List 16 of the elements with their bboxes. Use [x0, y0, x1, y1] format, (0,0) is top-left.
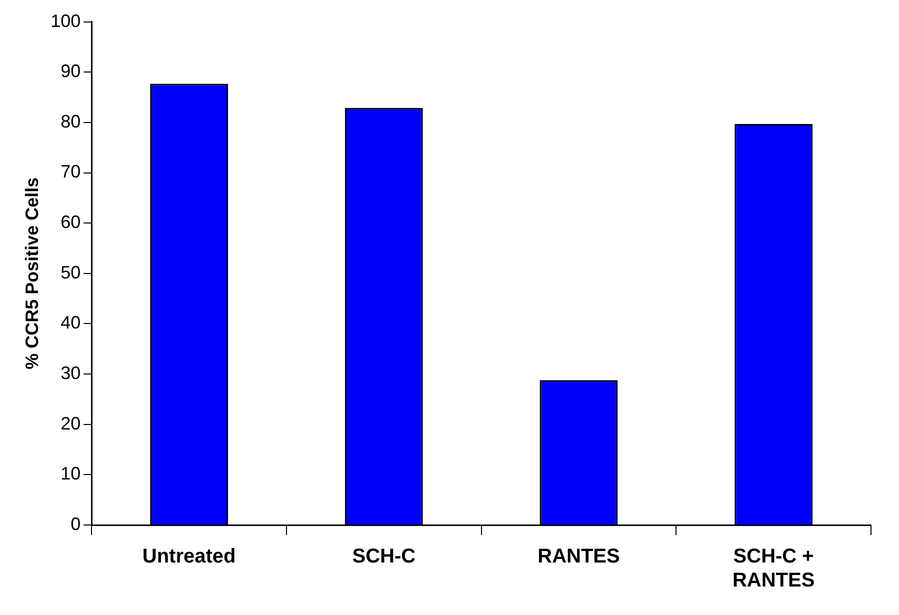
y-tick-label: 20: [60, 413, 81, 434]
y-tick-label: 40: [60, 312, 81, 333]
x-tick-label: SCH-C: [352, 546, 416, 568]
y-tick-label: 60: [60, 212, 81, 232]
x-tick-label: Untreated: [142, 546, 236, 568]
y-axis-title: % CCR5 Positive Cells: [22, 177, 42, 370]
y-tick-label: 100: [50, 10, 81, 31]
y-tick-label: 90: [60, 61, 81, 82]
y-tick-label: 50: [60, 262, 81, 282]
y-tick-label: 70: [60, 162, 81, 182]
y-tick-label: 0: [70, 514, 81, 534]
y-tick-label: 80: [60, 111, 81, 132]
y-tick-label: 10: [60, 464, 81, 484]
y-tick-label: 30: [60, 363, 81, 384]
x-tick-label: RANTES: [538, 546, 620, 568]
x-tick-label: SCH-C + RANTES: [732, 546, 815, 592]
